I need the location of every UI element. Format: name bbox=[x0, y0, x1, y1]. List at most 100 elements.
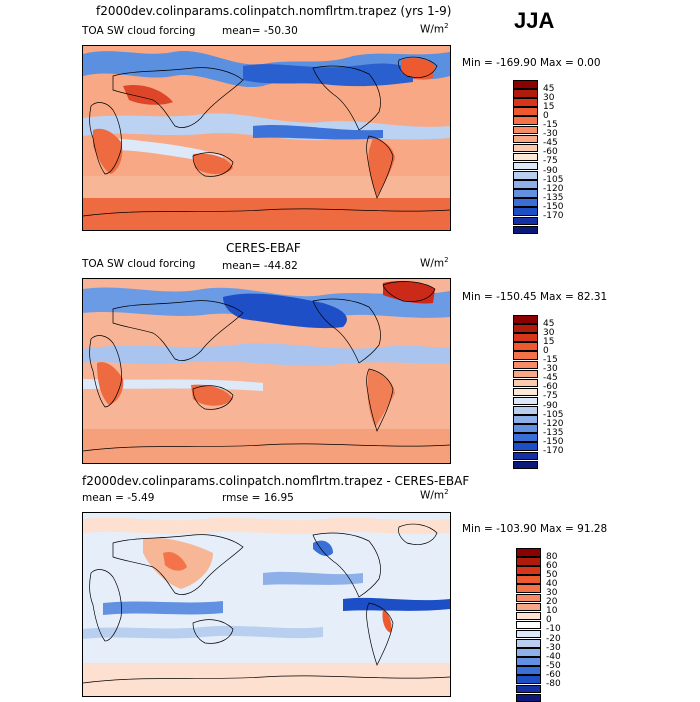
colorbar-tick-label: -170 bbox=[543, 211, 564, 221]
panel-2-minmax: Min = -150.45 Max = 82.31 bbox=[462, 291, 608, 303]
panel-1-map bbox=[82, 45, 451, 231]
colorbar-tick-label: -30 bbox=[546, 642, 561, 653]
colorbar-tick-label: 0 bbox=[543, 110, 549, 121]
colorbar-swatch bbox=[513, 89, 538, 98]
colorbar-swatch bbox=[513, 387, 538, 397]
colorbar-tick-label: -10 bbox=[546, 624, 561, 635]
panel-1-title: f2000dev.colinparams.colinpatch.nomflrtm… bbox=[96, 4, 452, 18]
colorbar-tick-label: -20 bbox=[546, 633, 561, 644]
colorbar-tick-label: -105 bbox=[543, 409, 564, 420]
colorbar-swatch bbox=[516, 584, 541, 593]
colorbar-tick-label: -150 bbox=[543, 436, 564, 447]
colorbar-tick-label: 0 bbox=[543, 345, 549, 356]
panel-2-mean-label: mean= -44.82 bbox=[222, 260, 298, 272]
colorbar-swatch bbox=[516, 611, 541, 621]
colorbar-tick-label: 0 bbox=[546, 615, 552, 626]
colorbar-tick-label: 15 bbox=[543, 336, 555, 347]
colorbar-swatch bbox=[513, 98, 538, 107]
colorbar-swatch bbox=[513, 143, 538, 153]
colorbar-tick-label: -75 bbox=[543, 391, 558, 402]
colorbar-tick-label: -15 bbox=[543, 120, 558, 130]
colorbar-tick-label: 30 bbox=[543, 327, 555, 338]
colorbar-swatch bbox=[513, 396, 538, 406]
colorbar-swatch bbox=[513, 315, 538, 324]
panel-3-map bbox=[82, 512, 451, 697]
colorbar-tick-label: 80 bbox=[546, 551, 558, 562]
colorbar-tick-label: -30 bbox=[543, 129, 558, 140]
colorbar-tick-label: 45 bbox=[543, 83, 555, 94]
panel-3-minmax: Min = -103.90 Max = 91.28 bbox=[462, 523, 608, 535]
colorbar-tick-label: -120 bbox=[543, 183, 564, 194]
colorbar-swatch bbox=[513, 216, 538, 226]
colorbar-swatch bbox=[513, 333, 538, 342]
colorbar-swatch bbox=[513, 378, 538, 388]
colorbar-tick-label: -90 bbox=[543, 400, 558, 411]
colorbar-swatch bbox=[516, 629, 541, 639]
colorbar-tick-label: -75 bbox=[543, 156, 558, 167]
colorbar-swatch bbox=[516, 557, 541, 566]
colorbar-swatch bbox=[516, 639, 541, 648]
colorbar-tick-label: -60 bbox=[543, 382, 558, 393]
colorbar-swatch bbox=[516, 548, 541, 557]
colorbar-tick-label: -60 bbox=[543, 147, 558, 158]
colorbar-swatch bbox=[516, 566, 541, 575]
colorbar-swatch bbox=[516, 675, 541, 684]
colorbar-tick-label: 20 bbox=[546, 597, 558, 608]
colorbar-tick-label: 30 bbox=[543, 92, 555, 103]
panel-3-units: W/m2 bbox=[420, 488, 449, 502]
colorbar-tick-label: 30 bbox=[546, 588, 558, 598]
colorbar-tick-label: 10 bbox=[546, 606, 558, 617]
colorbar-tick-label: 15 bbox=[543, 101, 555, 112]
colorbar-swatch bbox=[513, 424, 538, 433]
colorbar-tick-label: 60 bbox=[546, 560, 558, 571]
panel-3-mean-label: mean = -5.49 bbox=[82, 492, 155, 504]
colorbar-tick-label: -170 bbox=[543, 446, 564, 456]
colorbar-tick-label: -40 bbox=[546, 651, 561, 662]
colorbar-swatch bbox=[513, 225, 538, 235]
colorbar-tick-label: -45 bbox=[543, 138, 558, 149]
colorbar-swatch bbox=[513, 189, 538, 198]
colorbar-tick-label: 50 bbox=[546, 569, 558, 580]
colorbar-swatch bbox=[516, 693, 541, 702]
colorbar-swatch bbox=[513, 406, 538, 415]
colorbar-swatch bbox=[513, 433, 538, 442]
colorbar-swatch bbox=[516, 602, 541, 612]
colorbar-swatch bbox=[513, 152, 538, 162]
colorbar-tick-label: -135 bbox=[543, 427, 564, 438]
colorbar-swatch bbox=[516, 684, 541, 694]
colorbar-swatch bbox=[513, 198, 538, 207]
panel-1-mean-label: mean= -50.30 bbox=[222, 25, 298, 37]
colorbar-swatch bbox=[513, 351, 538, 360]
colorbar-swatch bbox=[513, 451, 538, 461]
colorbar-tick-label: -150 bbox=[543, 201, 564, 212]
panel-1-units: W/m2 bbox=[420, 22, 449, 36]
colorbar-swatch bbox=[513, 180, 538, 189]
colorbar-swatch bbox=[516, 666, 541, 675]
panel-2-units: W/m2 bbox=[420, 256, 449, 270]
panel-2-left-label: TOA SW cloud forcing bbox=[82, 258, 196, 270]
colorbar-tick-label: 40 bbox=[546, 578, 558, 589]
colorbar-tick-label: -30 bbox=[543, 364, 558, 375]
colorbar-tick-label: -45 bbox=[543, 373, 558, 384]
colorbar-swatch bbox=[513, 460, 538, 470]
colorbar-tick-label: -120 bbox=[543, 418, 564, 429]
colorbar-swatch bbox=[513, 360, 538, 370]
colorbar-swatch bbox=[516, 593, 541, 603]
panel-1-minmax: Min = -169.90 Max = 0.00 bbox=[462, 57, 601, 69]
colorbar-swatch bbox=[513, 342, 538, 351]
colorbar-swatch bbox=[513, 207, 538, 216]
colorbar-swatch bbox=[513, 415, 538, 424]
colorbar-tick-label: -50 bbox=[546, 660, 561, 671]
season-label: JJA bbox=[514, 8, 555, 33]
colorbar-swatch bbox=[513, 107, 538, 116]
colorbar-swatch bbox=[516, 620, 541, 630]
colorbar-swatch bbox=[513, 171, 538, 180]
colorbar-swatch bbox=[516, 657, 541, 666]
colorbar-swatch bbox=[513, 369, 538, 379]
panel-2-title: CERES-EBAF bbox=[226, 241, 301, 255]
colorbar-tick-label: -105 bbox=[543, 174, 564, 185]
colorbar-swatch bbox=[516, 648, 541, 657]
panel-1-left-label: TOA SW cloud forcing bbox=[82, 25, 196, 37]
colorbar-tick-label: 45 bbox=[543, 318, 555, 329]
panel-3-rmse-label: rmse = 16.95 bbox=[222, 492, 294, 504]
